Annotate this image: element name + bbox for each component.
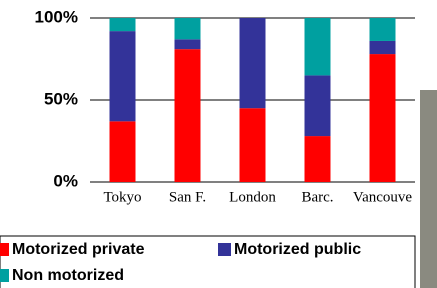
legend-label: Non motorized xyxy=(12,267,124,284)
bar-segment xyxy=(370,54,396,182)
bar-segment xyxy=(305,18,331,75)
x-tick-label: Barc. xyxy=(301,189,333,205)
y-tick-label: 0% xyxy=(53,171,78,190)
y-tick-label: 50% xyxy=(44,89,78,108)
x-tick-label: Tokyo xyxy=(103,189,141,205)
x-tick-label: London xyxy=(229,189,276,205)
bar-segment xyxy=(240,108,266,182)
bar-segment xyxy=(305,136,331,182)
legend-swatch xyxy=(218,243,231,256)
bar-segment xyxy=(240,18,266,108)
bar-segment xyxy=(110,18,136,31)
x-tick-label: Vancouve xyxy=(353,189,412,205)
bar-segment xyxy=(175,39,201,49)
legend-swatch xyxy=(0,243,9,256)
legend-label: Motorized private xyxy=(12,241,145,258)
legend-swatch xyxy=(0,269,9,282)
bar-segment xyxy=(305,75,331,136)
bar-segment xyxy=(110,31,136,121)
bar-segment xyxy=(370,41,396,54)
chart: 0% 50% 100% Tokyo San F. London Barc. Vancouve M… xyxy=(0,0,437,288)
legend-label: Motorized public xyxy=(234,241,361,258)
bar-segment xyxy=(175,18,201,39)
y-tick-label: 100% xyxy=(35,7,78,26)
bar-segment xyxy=(110,121,136,182)
bar-segment xyxy=(370,18,396,41)
x-tick-label: San F. xyxy=(169,189,206,205)
bar-segment xyxy=(175,49,201,182)
photo-fragment xyxy=(420,90,437,288)
